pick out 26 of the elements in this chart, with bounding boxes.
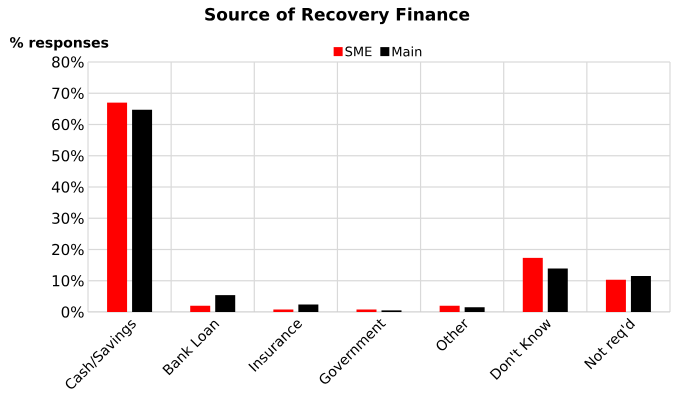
bar [606,280,626,312]
bar [215,295,236,312]
bar [298,304,318,312]
y-tick-label: 0% [62,306,84,318]
bar [630,276,651,312]
bar [273,309,294,312]
legend-label: SME [346,46,372,56]
y-tick-label: 10% [52,275,84,286]
y-tick-label: 70% [52,88,84,99]
y-tick-label: 30% [52,212,84,224]
y-tick-label: 40% [52,181,84,193]
bar [356,309,376,312]
chart-title: Source of Recovery Finance [205,8,470,24]
bar [132,110,152,312]
bar [107,102,128,312]
y-tick-label: 60% [52,118,84,130]
y-tick-label: 50% [52,150,84,162]
y-tick-label: 80% [52,56,84,68]
bar [440,306,460,312]
bar [522,258,543,312]
y-tick-label: 20% [52,244,84,256]
bar [464,307,485,312]
legend-label: Main [392,46,422,56]
bar [548,268,568,312]
bar [190,306,210,312]
y-axis-title: % responses [10,37,108,50]
